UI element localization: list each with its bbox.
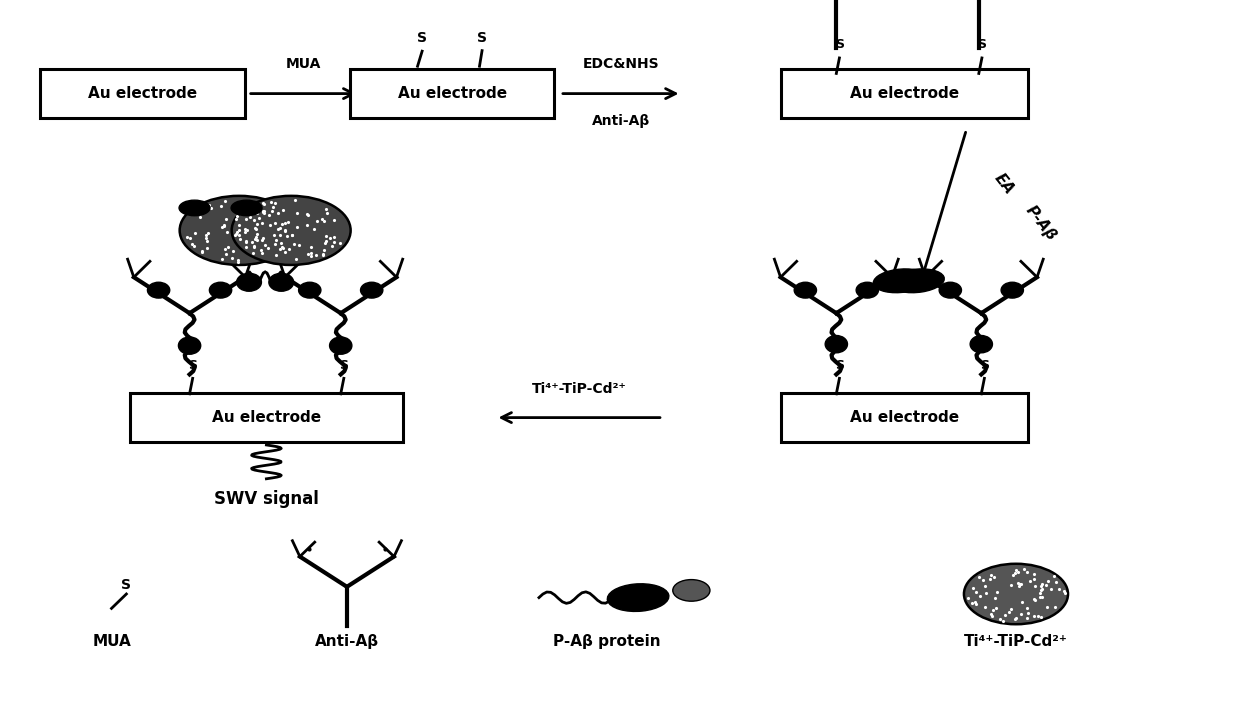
Text: MUA: MUA [92, 634, 131, 649]
Text: Anti-Aβ: Anti-Aβ [315, 634, 379, 649]
Ellipse shape [361, 282, 383, 298]
Ellipse shape [607, 584, 669, 611]
Ellipse shape [970, 336, 992, 353]
Circle shape [964, 564, 1068, 624]
Text: Au electrode: Au electrode [88, 86, 197, 101]
Circle shape [232, 196, 351, 265]
Text: EDC&NHS: EDC&NHS [582, 57, 659, 71]
Ellipse shape [209, 282, 232, 298]
Ellipse shape [147, 282, 170, 298]
Text: S: S [188, 359, 197, 372]
Ellipse shape [794, 282, 817, 298]
Ellipse shape [825, 336, 847, 353]
Text: Au electrode: Au electrode [398, 86, 507, 101]
Text: S: S [121, 577, 131, 592]
Text: Anti-Aβ: Anti-Aβ [591, 114, 650, 127]
Text: P-Aβ protein: P-Aβ protein [554, 634, 660, 649]
Text: Au electrode: Au electrode [850, 410, 959, 425]
Text: SWV signal: SWV signal [214, 490, 318, 508]
Circle shape [180, 196, 299, 265]
Circle shape [673, 580, 710, 601]
Text: S: S [978, 38, 986, 52]
Ellipse shape [178, 337, 201, 354]
FancyBboxPatch shape [40, 69, 245, 118]
Text: S: S [980, 359, 989, 372]
Text: Ti⁴⁺-TiP-Cd²⁺: Ti⁴⁺-TiP-Cd²⁺ [964, 634, 1068, 649]
Text: S: S [835, 359, 844, 372]
Text: Au electrode: Au electrode [212, 410, 321, 425]
Ellipse shape [269, 273, 294, 291]
Text: Ti⁴⁺-TiP-Cd²⁺: Ti⁴⁺-TiP-Cd²⁺ [532, 382, 627, 396]
Ellipse shape [1001, 282, 1023, 298]
Ellipse shape [856, 282, 878, 298]
Ellipse shape [890, 269, 944, 293]
Text: EA: EA [991, 170, 1017, 197]
Ellipse shape [237, 273, 261, 291]
Text: MUA: MUA [286, 57, 321, 71]
FancyBboxPatch shape [130, 393, 403, 442]
FancyBboxPatch shape [781, 393, 1028, 442]
Text: S: S [835, 38, 844, 52]
Text: Au electrode: Au electrode [850, 86, 959, 101]
Text: S: S [418, 31, 427, 45]
Ellipse shape [873, 269, 928, 293]
Text: P-Aβ: P-Aβ [1022, 203, 1058, 243]
FancyBboxPatch shape [349, 69, 554, 118]
Ellipse shape [330, 337, 352, 354]
FancyBboxPatch shape [781, 69, 1028, 118]
Text: S: S [339, 359, 348, 372]
Ellipse shape [180, 200, 209, 216]
Text: S: S [477, 31, 487, 45]
Ellipse shape [232, 200, 261, 216]
Ellipse shape [939, 282, 961, 298]
Ellipse shape [299, 282, 321, 298]
